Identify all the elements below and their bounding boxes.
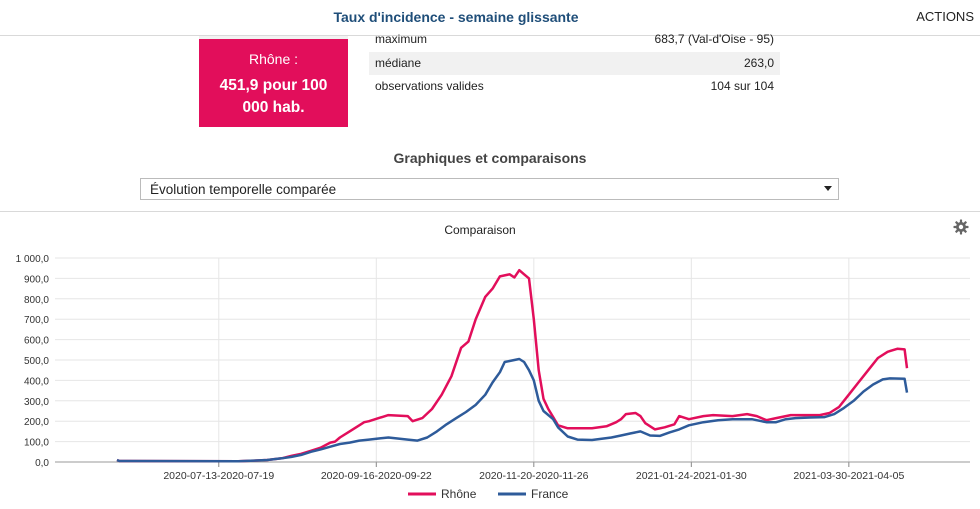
stats-value: 683,7 (Val-d'Oise - 95) bbox=[654, 32, 774, 46]
stats-label: observations valides bbox=[375, 79, 484, 93]
section-title: Graphiques et comparaisons bbox=[393, 150, 587, 166]
header-bar: Taux d'incidence - semaine glissante ACT… bbox=[0, 0, 980, 36]
y-tick-label: 0,0 bbox=[35, 458, 49, 469]
page-title: Taux d'incidence - semaine glissante bbox=[333, 9, 579, 25]
stats-value: 263,0 bbox=[743, 55, 774, 70]
x-tick-label: 2020-07-13-2020-07-19 bbox=[163, 470, 274, 482]
legend-label[interactable]: France bbox=[531, 487, 569, 501]
y-tick-label: 500,0 bbox=[24, 356, 49, 367]
value-card: Rhône : 451,9 pour 100 000 hab. bbox=[199, 36, 348, 127]
gear-icon[interactable] bbox=[953, 219, 969, 235]
stats-table: maximum 683,7 (Val-d'Oise - 95) médiane … bbox=[369, 28, 780, 99]
stats-label: médiane bbox=[375, 55, 422, 70]
y-tick-label: 100,0 bbox=[24, 438, 49, 449]
value-card-label: Rhône : bbox=[248, 51, 299, 67]
stats-row: observations valides 104 sur 104 bbox=[369, 75, 780, 99]
y-tick-label: 1 000,0 bbox=[16, 254, 50, 265]
value-card-value: 451,9 pour 100 000 hab. bbox=[219, 77, 328, 116]
actions-menu-button[interactable]: ACTIONS bbox=[916, 9, 974, 24]
y-tick-label: 300,0 bbox=[24, 397, 49, 408]
series-line-france bbox=[116, 357, 909, 463]
y-tick-label: 900,0 bbox=[24, 274, 49, 285]
stats-row: médiane 263,0 bbox=[369, 51, 780, 75]
x-tick-label: 2021-03-30-2021-04-05 bbox=[793, 470, 904, 482]
x-tick-label: 2020-11-20-2020-11-26 bbox=[479, 470, 589, 482]
series-line-rhone bbox=[116, 268, 909, 463]
stats-row: maximum 683,7 (Val-d'Oise - 95) bbox=[369, 28, 780, 52]
x-tick-label: 2021-01-24-2021-01-30 bbox=[636, 470, 747, 482]
y-tick-label: 200,0 bbox=[24, 417, 49, 428]
legend-label[interactable]: Rhône bbox=[441, 487, 477, 501]
x-tick-label: 2020-09-16-2020-09-22 bbox=[321, 470, 432, 482]
y-tick-label: 800,0 bbox=[24, 295, 49, 306]
chart-type-select-value: Évolution temporelle comparée bbox=[150, 182, 337, 197]
caret-down-icon bbox=[824, 186, 832, 191]
chart-title: Comparaison bbox=[444, 223, 515, 237]
y-tick-label: 700,0 bbox=[24, 315, 49, 326]
stats-label: maximum bbox=[375, 32, 428, 46]
value-card-top-strip bbox=[199, 36, 348, 39]
y-tick-label: 400,0 bbox=[24, 376, 49, 387]
y-tick-label: 600,0 bbox=[24, 336, 49, 347]
comparison-chart: Comparaison 0,0 100,0 200,0 300,0 400,0 500,0… bbox=[16, 223, 970, 501]
stats-value: 104 sur 104 bbox=[710, 79, 774, 93]
chart-type-select[interactable]: Évolution temporelle comparée bbox=[140, 178, 839, 200]
chart-separator bbox=[0, 211, 980, 212]
